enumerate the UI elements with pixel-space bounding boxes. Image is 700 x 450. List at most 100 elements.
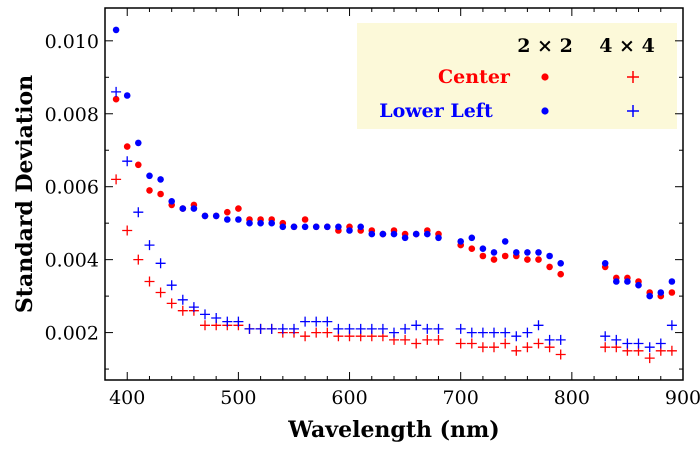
data-point (168, 198, 175, 205)
data-point (146, 172, 153, 180)
x-tick-label: 500 (220, 387, 256, 409)
data-point (500, 327, 511, 338)
data-point (200, 309, 210, 320)
data-point (557, 260, 564, 267)
x-tick-label: 600 (331, 387, 367, 409)
data-point (177, 294, 188, 305)
x-tick-label: 700 (443, 387, 479, 409)
data-point (411, 320, 422, 331)
data-point (279, 223, 287, 231)
data-point (468, 234, 476, 242)
data-point (489, 327, 499, 338)
y-axis-title: Standard Deviation (12, 75, 38, 313)
data-point (466, 327, 477, 338)
data-point (188, 302, 199, 313)
y-tick-label: 0.004 (45, 250, 99, 272)
data-point (344, 323, 355, 334)
data-point (555, 334, 566, 345)
legend-dot-marker (541, 73, 549, 81)
data-point (268, 219, 276, 227)
data-point (190, 205, 198, 212)
data-point (668, 289, 676, 296)
data-point (133, 254, 144, 265)
data-point (666, 320, 677, 331)
data-point (501, 252, 509, 260)
data-point (390, 230, 398, 238)
data-point (312, 223, 320, 231)
data-point (546, 252, 553, 260)
data-point (135, 139, 142, 147)
data-point (600, 342, 611, 353)
data-point (112, 95, 120, 103)
x-tick-label: 900 (665, 387, 700, 409)
data-point (524, 249, 531, 256)
y-tick-label: 0.010 (45, 31, 99, 53)
data-point (289, 323, 299, 334)
data-point (301, 223, 309, 231)
legend-dot-marker (541, 107, 549, 115)
y-tick-label: 0.002 (45, 323, 99, 345)
data-point (500, 338, 511, 349)
data-point (235, 216, 242, 223)
data-point (200, 320, 210, 331)
data-point (524, 256, 531, 263)
data-point (435, 234, 442, 242)
data-point (177, 305, 188, 316)
data-point (300, 331, 311, 342)
data-point (324, 223, 331, 231)
data-point (266, 323, 277, 334)
data-point (144, 240, 155, 251)
data-point (489, 342, 499, 353)
data-point (422, 334, 433, 345)
data-point (513, 249, 520, 256)
legend-label: Lower Left (379, 100, 493, 122)
data-point (466, 338, 477, 349)
data-point (357, 223, 365, 231)
data-point (233, 316, 244, 327)
data-point (255, 323, 266, 334)
data-point (622, 338, 633, 349)
data-point (157, 190, 164, 198)
data-point (533, 320, 544, 331)
data-point (533, 338, 544, 349)
data-point (655, 338, 666, 349)
data-point (468, 245, 476, 252)
data-point (155, 258, 166, 269)
x-tick-label: 400 (109, 387, 145, 409)
data-point (555, 349, 566, 360)
data-point (624, 278, 631, 285)
data-point (112, 26, 120, 34)
data-point (123, 92, 131, 99)
legend-box (357, 23, 677, 129)
data-point (546, 263, 553, 271)
data-point (322, 316, 333, 327)
data-point (322, 327, 333, 338)
data-point (146, 187, 153, 194)
data-point (211, 313, 222, 323)
data-point (455, 323, 466, 334)
data-point (311, 316, 322, 327)
data-point (635, 281, 642, 289)
data-point (179, 205, 187, 212)
data-point (368, 230, 376, 238)
y-tick-label: 0.008 (45, 104, 99, 126)
x-axis-title: Wavelength (nm) (287, 417, 499, 443)
data-point (366, 323, 377, 334)
data-point (224, 216, 231, 223)
data-point (490, 249, 498, 256)
data-point (122, 225, 133, 236)
data-point (400, 323, 411, 334)
data-point (335, 223, 342, 231)
data-point (433, 334, 444, 345)
data-point (389, 327, 399, 338)
data-point (501, 238, 509, 245)
data-point (377, 323, 388, 334)
x-tick-label: 800 (554, 387, 590, 409)
data-point (479, 245, 487, 252)
data-point (644, 342, 655, 353)
data-point (244, 323, 255, 334)
data-point (411, 338, 422, 349)
data-point (479, 252, 487, 260)
data-point (600, 331, 611, 342)
data-point (646, 292, 653, 300)
